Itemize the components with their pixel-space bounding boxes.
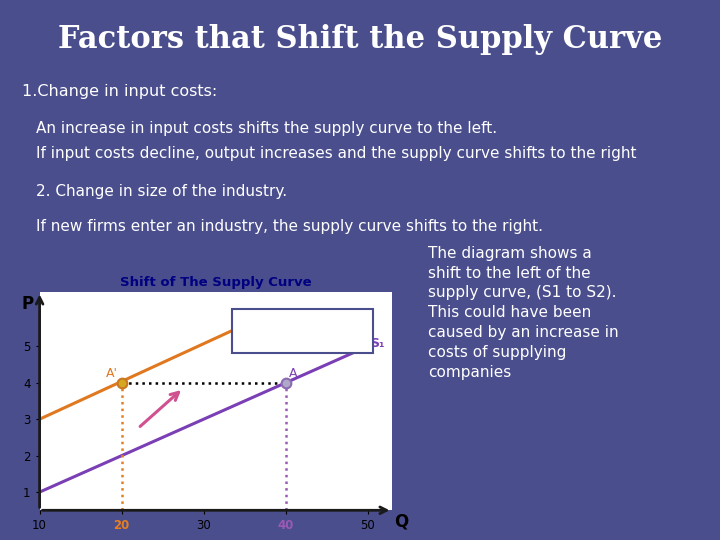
Text: Q: Q xyxy=(394,512,408,530)
Text: S₂: S₂ xyxy=(271,319,286,332)
Text: A': A' xyxy=(107,367,118,380)
Text: A: A xyxy=(289,367,297,380)
Text: 1.Change in input costs:: 1.Change in input costs: xyxy=(22,84,217,99)
Text: If new firms enter an industry, the supply curve shifts to the right.: If new firms enter an industry, the supp… xyxy=(36,219,543,234)
Text: Factors that Shift the Supply Curve: Factors that Shift the Supply Curve xyxy=(58,24,662,55)
Title: Shift of The Supply Curve: Shift of The Supply Curve xyxy=(120,276,312,289)
Text: P: P xyxy=(21,295,33,313)
Text: 2. Change in size of the industry.: 2. Change in size of the industry. xyxy=(36,184,287,199)
FancyBboxPatch shape xyxy=(232,309,373,353)
Text: S₁: S₁ xyxy=(370,337,384,350)
Text: If input costs decline, output increases and the supply curve shifts to the righ: If input costs decline, output increases… xyxy=(36,146,636,161)
Text: An increase in input costs shifts the supply curve to the left.: An increase in input costs shifts the su… xyxy=(36,122,497,137)
Text: The diagram shows a
shift to the left of the
supply curve, (S1 to S2).
This coul: The diagram shows a shift to the left of… xyxy=(428,246,619,380)
